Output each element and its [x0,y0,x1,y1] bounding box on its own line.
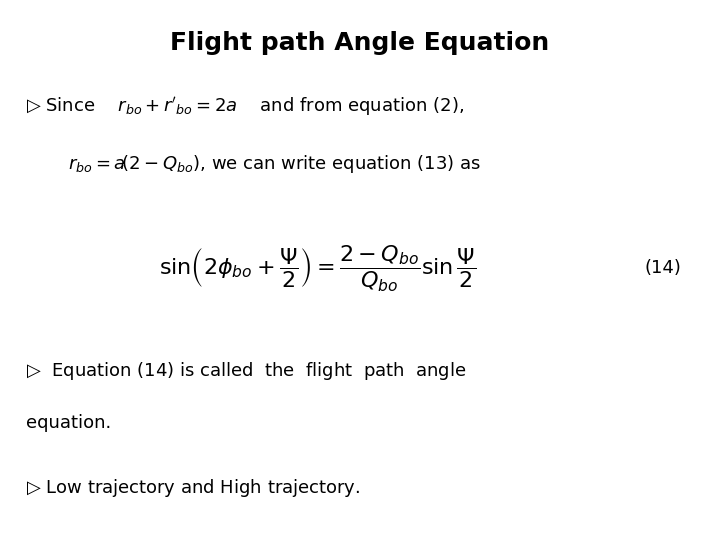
Text: $\rhd$ Low trajectory and High trajectory.: $\rhd$ Low trajectory and High trajector… [25,477,360,500]
Text: Flight path Angle Equation: Flight path Angle Equation [171,31,549,55]
Text: $\rhd$  Equation (14) is called  the  flight  path  angle: $\rhd$ Equation (14) is called the fligh… [25,360,466,382]
Text: $r_{bo} = a\!\left(2 - Q_{bo}\right)$, we can write equation (13) as: $r_{bo} = a\!\left(2 - Q_{bo}\right)$, w… [68,153,481,175]
Text: $\sin\!\left(2\phi_{bo} + \dfrac{\Psi}{2}\right) = \dfrac{2 - Q_{bo}}{Q_{bo}}\si: $\sin\!\left(2\phi_{bo} + \dfrac{\Psi}{2… [158,244,476,294]
Text: equation.: equation. [25,414,111,431]
Text: $\rhd$ Since $\quad r_{bo} + r'_{bo} = 2a\quad$ and from equation (2),: $\rhd$ Since $\quad r_{bo} + r'_{bo} = 2… [25,94,464,118]
Text: (14): (14) [644,259,682,278]
